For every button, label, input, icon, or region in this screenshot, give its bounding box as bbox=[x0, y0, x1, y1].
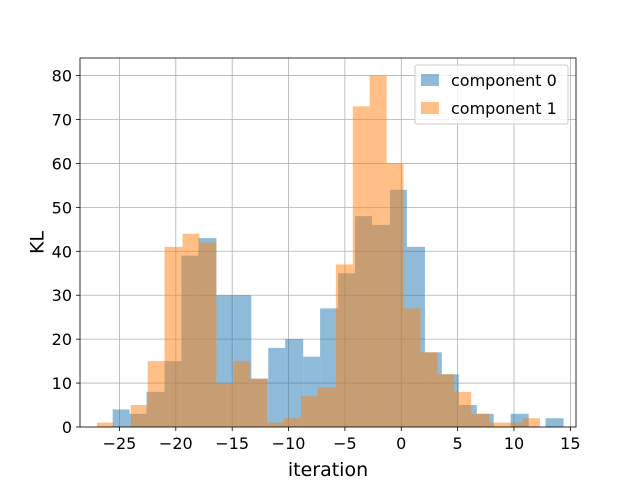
axis-ticks: −25 −20 −15 −10 −5 0 5 10 15 0 10 20 30 40 50 60 70 80 bbox=[52, 67, 581, 453]
histogram-bars bbox=[96, 75, 564, 428]
x-tick-label: −25 bbox=[103, 434, 137, 453]
legend-swatch-component-1 bbox=[421, 102, 439, 114]
histogram-bar-component-1 bbox=[523, 418, 540, 427]
histogram-bar-component-1 bbox=[182, 233, 200, 427]
x-tick-label: 5 bbox=[453, 434, 463, 453]
y-tick-label: 30 bbox=[52, 286, 72, 305]
histogram-bar-component-1 bbox=[489, 422, 507, 427]
legend-label-component-1: component 1 bbox=[451, 99, 557, 118]
y-tick-label: 10 bbox=[52, 374, 72, 393]
x-tick-label: 0 bbox=[396, 434, 406, 453]
histogram-bar-component-1 bbox=[386, 163, 404, 427]
x-tick-label: −5 bbox=[333, 434, 357, 453]
x-tick-label: 10 bbox=[504, 434, 524, 453]
histogram-bar-component-1 bbox=[250, 378, 268, 427]
x-tick-label: −20 bbox=[159, 434, 193, 453]
y-tick-label: 60 bbox=[52, 154, 72, 173]
histogram-bar-component-1 bbox=[335, 264, 353, 427]
histogram-bar-component-1 bbox=[130, 405, 148, 427]
histogram-bar-component-1 bbox=[420, 352, 438, 427]
histogram-bar-component-1 bbox=[96, 422, 114, 427]
legend-swatch-component-0 bbox=[421, 74, 439, 86]
y-axis-label: KL bbox=[27, 231, 49, 254]
histogram-bar-component-1 bbox=[454, 391, 472, 427]
x-tick-label: −15 bbox=[215, 434, 249, 453]
histogram-bar-component-1 bbox=[233, 361, 251, 427]
histogram-bar-component-0 bbox=[285, 339, 304, 427]
histogram-bar-component-1 bbox=[471, 413, 490, 427]
histogram-bar-component-1 bbox=[216, 383, 234, 427]
legend-label-component-0: component 0 bbox=[451, 71, 557, 90]
histogram-bar-component-1 bbox=[352, 106, 370, 428]
histogram-bar-component-1 bbox=[369, 75, 387, 428]
y-tick-label: 50 bbox=[52, 198, 72, 217]
histogram-bar-component-1 bbox=[403, 308, 421, 427]
y-tick-label: 40 bbox=[52, 242, 72, 261]
histogram-bar-component-1 bbox=[147, 361, 165, 427]
histogram-bar-component-0 bbox=[545, 418, 564, 427]
histogram-bar-component-0 bbox=[268, 347, 286, 427]
histogram-bar-component-1 bbox=[437, 374, 455, 427]
histogram-bar-component-1 bbox=[317, 387, 336, 427]
histogram-bar-component-1 bbox=[284, 418, 301, 427]
y-tick-label: 80 bbox=[52, 67, 72, 86]
legend-box bbox=[414, 64, 569, 125]
y-tick-label: 20 bbox=[52, 330, 72, 349]
histogram-bar-component-1 bbox=[506, 422, 524, 427]
histogram-bar-component-1 bbox=[164, 246, 183, 427]
axes-frame bbox=[79, 57, 577, 428]
histogram-bar-component-1 bbox=[267, 422, 285, 427]
legend: component 0 component 1 bbox=[414, 64, 569, 125]
y-tick-label: 70 bbox=[52, 111, 72, 130]
histogram-bar-component-0 bbox=[112, 409, 130, 427]
histogram-bar-component-1 bbox=[300, 396, 318, 427]
y-tick-label: 0 bbox=[62, 418, 72, 437]
x-tick-label: −10 bbox=[272, 434, 306, 453]
x-tick-label: 15 bbox=[560, 434, 580, 453]
x-axis-label: iteration bbox=[288, 459, 368, 480]
histogram-bar-component-1 bbox=[199, 242, 217, 427]
